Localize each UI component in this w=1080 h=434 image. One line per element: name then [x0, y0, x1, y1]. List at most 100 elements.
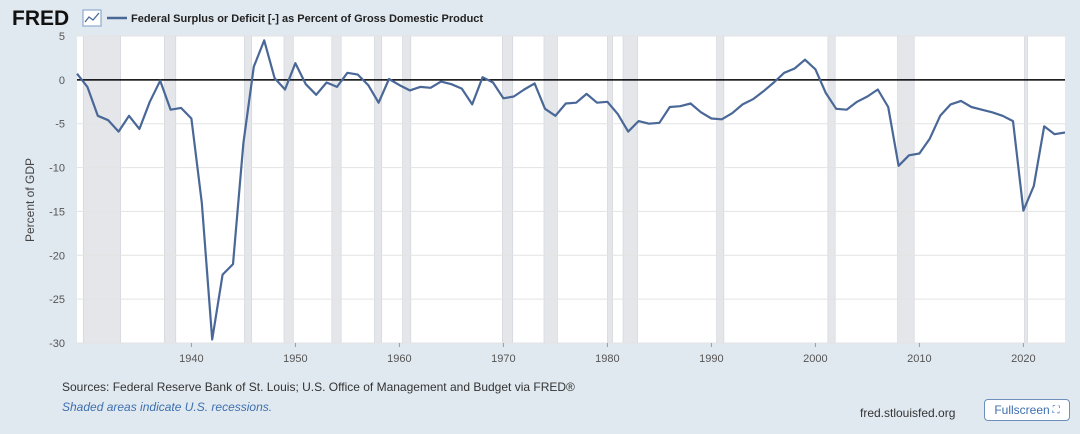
- data-point: [595, 101, 599, 105]
- data-point: [647, 122, 651, 126]
- data-point: [813, 67, 817, 71]
- sources-text: Sources: Federal Reserve Bank of St. Lou…: [62, 380, 575, 394]
- data-point: [689, 102, 693, 106]
- y-tick-label: -25: [49, 294, 65, 306]
- data-point: [293, 61, 297, 65]
- data-point: [886, 105, 890, 109]
- data-point: [699, 110, 703, 114]
- data-point: [1032, 184, 1036, 188]
- x-tick-label: 1990: [699, 353, 723, 365]
- data-point: [751, 97, 755, 101]
- data-point: [335, 85, 339, 89]
- chart-line-icon: [82, 9, 102, 27]
- recession-band: [607, 35, 613, 344]
- recession-note: Shaded areas indicate U.S. recessions.: [62, 400, 273, 414]
- data-point: [533, 81, 537, 85]
- data-point: [761, 89, 765, 93]
- plot-area: [77, 36, 1065, 343]
- x-tick-label: 1980: [595, 353, 619, 365]
- recession-band: [402, 35, 412, 344]
- data-point: [574, 101, 578, 105]
- data-point: [626, 130, 630, 134]
- data-point: [585, 92, 589, 96]
- data-point: [793, 66, 797, 70]
- data-point: [491, 80, 495, 84]
- data-point: [418, 85, 422, 89]
- data-point: [959, 99, 963, 103]
- data-point: [96, 114, 100, 118]
- data-point: [709, 116, 713, 120]
- x-tick-label: 1950: [283, 353, 307, 365]
- data-point: [512, 95, 516, 99]
- fullscreen-button[interactable]: Fullscreen ⛶: [984, 399, 1070, 421]
- data-point: [158, 79, 162, 83]
- data-point: [855, 100, 859, 104]
- recession-band: [622, 35, 638, 344]
- data-point: [564, 102, 568, 106]
- x-tick-label: 2020: [1011, 353, 1035, 365]
- data-point: [273, 76, 277, 80]
- data-point: [85, 85, 89, 89]
- x-tick-label: 1970: [491, 353, 515, 365]
- data-point: [304, 82, 308, 86]
- recession-band: [164, 35, 177, 344]
- data-point: [824, 91, 828, 95]
- x-tick-label: 2000: [803, 353, 827, 365]
- data-point: [210, 337, 214, 341]
- data-point: [1001, 114, 1005, 118]
- data-point: [106, 118, 110, 122]
- data-point: [928, 137, 932, 141]
- fullscreen-label: Fullscreen: [994, 403, 1050, 417]
- data-point: [1021, 209, 1025, 213]
- data-point: [637, 119, 641, 123]
- data-point: [668, 105, 672, 109]
- data-point: [741, 102, 745, 106]
- data-point: [917, 152, 921, 156]
- y-tick-label: -30: [49, 338, 65, 350]
- recession-band: [374, 35, 383, 344]
- data-point: [470, 102, 474, 106]
- data-point: [397, 83, 401, 87]
- y-tick-label: -15: [49, 206, 65, 218]
- data-point: [283, 88, 287, 92]
- y-tick-label: -10: [49, 163, 65, 175]
- x-tick-label: 1960: [387, 353, 411, 365]
- data-point: [127, 114, 131, 118]
- data-point: [990, 110, 994, 114]
- data-point: [460, 87, 464, 91]
- data-point: [782, 71, 786, 75]
- series-line: [76, 39, 1066, 341]
- data-point: [1042, 124, 1046, 128]
- data-point: [449, 82, 453, 86]
- data-point: [907, 153, 911, 157]
- data-point: [845, 108, 849, 112]
- recession-band: [82, 35, 121, 344]
- recession-band: [1024, 35, 1028, 344]
- data-point: [241, 141, 245, 145]
- data-point: [969, 105, 973, 109]
- data-point: [314, 93, 318, 97]
- site-link[interactable]: fred.stlouisfed.org: [860, 406, 956, 420]
- data-point: [876, 88, 880, 92]
- data-point: [325, 80, 329, 84]
- data-point: [439, 80, 443, 84]
- data-point: [200, 201, 204, 205]
- data-point: [377, 101, 381, 105]
- data-point: [543, 107, 547, 111]
- data-point: [865, 95, 869, 99]
- data-point: [262, 38, 266, 42]
- data-point: [522, 88, 526, 92]
- data-point: [137, 127, 141, 131]
- data-point: [429, 86, 433, 90]
- data-point: [501, 96, 505, 100]
- data-point: [408, 88, 412, 92]
- y-tick-label: -20: [49, 250, 65, 262]
- y-tick-label: 5: [59, 31, 65, 43]
- fred-logo[interactable]: FRED: [12, 7, 69, 30]
- data-point: [938, 114, 942, 118]
- data-point: [720, 117, 724, 121]
- data-point: [366, 83, 370, 87]
- data-point: [553, 114, 557, 118]
- data-point: [1011, 119, 1015, 123]
- data-point: [897, 164, 901, 168]
